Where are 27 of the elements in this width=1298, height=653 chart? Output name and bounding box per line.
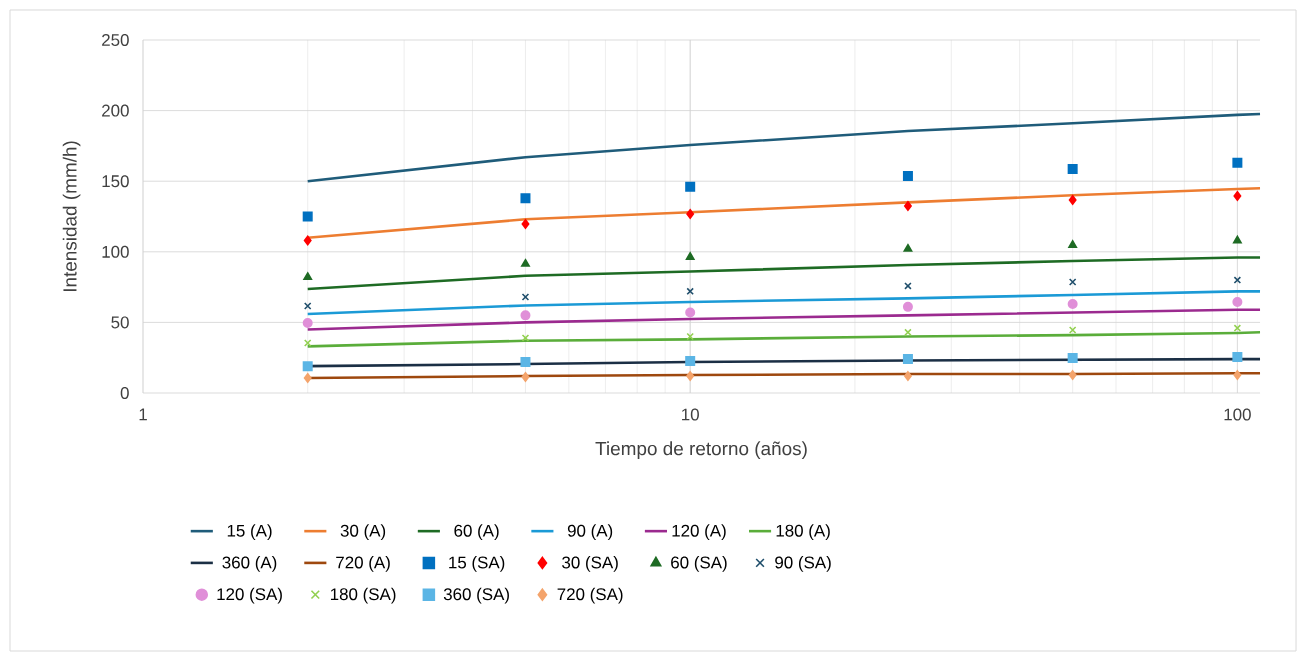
legend-label: 180 (A): [776, 524, 830, 541]
x-tick-label: 100: [1224, 408, 1251, 421]
x-tick-label: 10: [682, 408, 699, 421]
legend-label: 30 (SA): [562, 556, 618, 572]
y-tick-label: 200: [102, 104, 129, 117]
x-axis-title: Tiempo de retorno (años): [595, 441, 807, 459]
legend-label: 30 (A): [340, 524, 386, 541]
y-axis-title: Intensidad (mm/h): [62, 141, 81, 292]
legend-label: 60 (A): [454, 524, 499, 541]
y-tick-label: 100: [102, 245, 129, 258]
legend-label: 15 (A): [227, 524, 272, 541]
y-tick-label: 250: [102, 34, 129, 46]
y-tick-label: 150: [102, 175, 129, 188]
legend-label: 120 (SA): [217, 587, 282, 604]
x-tick-label: 1: [139, 408, 147, 421]
legend-label: 90 (A): [567, 524, 613, 541]
legend-label: 720 (SA): [557, 587, 623, 604]
y-tick-label: 50: [111, 316, 129, 329]
legend-label: 180 (SA): [330, 587, 396, 604]
legend-label: 90 (SA): [775, 556, 831, 572]
legend-label: 60 (SA): [671, 556, 727, 572]
legend-label: 360 (SA): [443, 587, 509, 604]
legend-label: 15 (SA): [449, 556, 505, 572]
legend-label: 360 (A): [222, 556, 277, 572]
y-tick-label: 0: [120, 387, 129, 399]
legend-label: 720 (A): [336, 556, 390, 572]
legend-label: 120 (A): [672, 524, 726, 541]
